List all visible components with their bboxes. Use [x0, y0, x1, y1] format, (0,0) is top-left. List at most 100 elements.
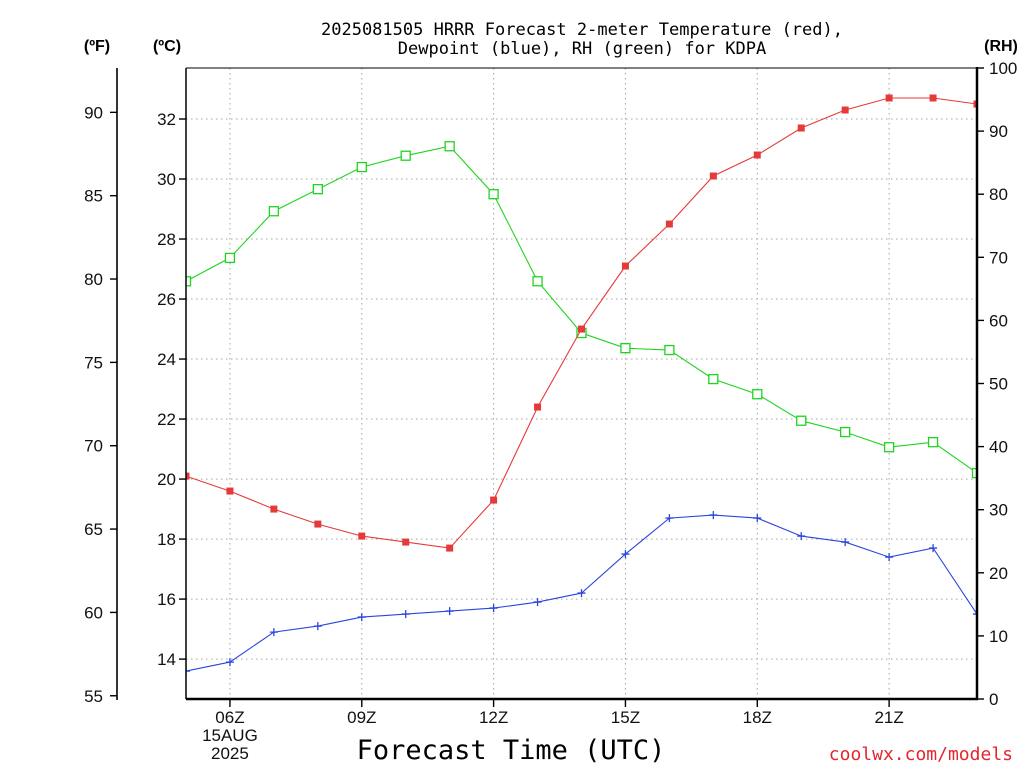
rh-point — [620, 343, 631, 354]
fahrenheit-axis-unit-label: (ºF) — [84, 38, 110, 55]
temperature-point — [270, 505, 278, 513]
dewpoint-point — [401, 610, 410, 619]
time-tick-label: 09Z — [347, 708, 376, 727]
rh-point — [224, 252, 236, 264]
temperature-point — [885, 94, 893, 102]
rh-tick-label: 50 — [989, 375, 1008, 394]
rh-point — [312, 184, 323, 195]
temperature-point — [534, 403, 542, 411]
temperature-point — [490, 496, 498, 504]
temperature-point — [358, 532, 366, 540]
rh-tick-label: 20 — [989, 564, 1008, 583]
celsius-tick-label: 14 — [157, 650, 176, 669]
chart-title-line-2: Dewpoint (blue), RH (green) for KDPA — [398, 39, 766, 59]
temperature-point — [314, 520, 322, 528]
rh-tick-label: 80 — [989, 185, 1008, 204]
dewpoint-point — [577, 589, 586, 598]
rh-point — [752, 389, 763, 400]
temperature-point — [973, 100, 977, 108]
rh-point — [840, 426, 851, 438]
time-tick-label: 06Z — [215, 708, 244, 727]
rh-tick-label: 30 — [989, 501, 1008, 520]
temperature-point — [709, 172, 717, 180]
celsius-tick-label: 30 — [157, 170, 176, 189]
temperature-point — [402, 538, 410, 546]
celsius-tick-label: 24 — [157, 350, 176, 369]
fahrenheit-tick-label: 70 — [84, 437, 103, 456]
rh-point — [488, 189, 499, 200]
rh-point — [186, 276, 192, 287]
fahrenheit-tick-label: 60 — [84, 603, 103, 622]
celsius-axis-unit-label: (ºC) — [153, 38, 181, 55]
rh-point — [883, 442, 895, 453]
axis-ticks: 55 60 65 70 75 80 85 90 14 16 18 20 22 24 26 28 30 32 0 10 2… — [84, 59, 1017, 763]
fahrenheit-tick-label: 65 — [84, 520, 103, 539]
rh-point — [268, 206, 280, 217]
dewpoint-point — [709, 511, 718, 520]
temperature-point — [621, 262, 629, 270]
credit-text: coolwx.com/models — [829, 744, 1013, 765]
celsius-tick-label: 16 — [157, 590, 176, 609]
dewpoint-point — [621, 550, 630, 559]
fahrenheit-tick-label: 90 — [84, 103, 103, 122]
time-tick-label: 15Z — [611, 708, 640, 727]
dewpoint-point — [665, 514, 674, 523]
dewpoint-point — [797, 532, 806, 541]
temperature-point — [665, 220, 673, 228]
rh-point — [664, 344, 675, 356]
celsius-tick-label: 26 — [157, 290, 176, 309]
rh-point — [971, 467, 977, 479]
dewpoint-point — [186, 667, 190, 676]
plot-frame — [116, 67, 979, 701]
time-tick-label: 18Z — [743, 708, 772, 727]
fahrenheit-tick-label: 80 — [84, 270, 103, 289]
rh-point — [796, 415, 807, 426]
dewpoint-point — [269, 628, 278, 637]
fahrenheit-tick-label: 55 — [84, 687, 103, 706]
rh-point — [927, 437, 939, 448]
dewpoint-point — [225, 658, 234, 667]
rh-tick-label: 40 — [989, 438, 1008, 457]
dewpoint-point — [885, 553, 894, 562]
rh-point — [532, 276, 543, 287]
dewpoint-point — [753, 514, 762, 523]
dewpoint-point — [313, 622, 322, 631]
dewpoint-point — [929, 544, 938, 553]
time-tick-label: 21Z — [874, 708, 903, 727]
temperature-point — [578, 325, 585, 333]
rh-tick-label: 0 — [989, 690, 998, 709]
celsius-tick-label: 32 — [157, 110, 176, 129]
dewpoint-point — [357, 613, 366, 622]
dewpoint-point — [841, 538, 850, 547]
data-series — [186, 94, 977, 676]
rh-point — [356, 161, 367, 173]
dewpoint-point — [489, 604, 498, 613]
temperature-point — [929, 94, 937, 102]
rh-axis-unit-label: (RH) — [984, 38, 1018, 55]
temperature-point — [797, 124, 805, 132]
chart-title-line-1: 2025081505 HRRR Forecast 2-meter Tempera… — [321, 20, 843, 40]
dewpoint-point — [973, 610, 977, 619]
grid — [186, 68, 977, 699]
temperature-point — [841, 106, 849, 114]
rh-tick-label: 100 — [989, 59, 1017, 78]
celsius-tick-label: 28 — [157, 230, 176, 249]
temperature-point — [186, 472, 190, 480]
celsius-tick-label: 22 — [157, 410, 176, 429]
rh-tick-label: 60 — [989, 311, 1008, 330]
time-tick-label: 12Z — [479, 708, 508, 727]
x-axis-title: Forecast Time (UTC) — [357, 735, 666, 766]
fahrenheit-tick-label: 75 — [84, 353, 103, 372]
rh-tick-label: 70 — [989, 248, 1008, 267]
rh-point — [444, 141, 455, 152]
temperature-point — [753, 151, 761, 159]
celsius-tick-label: 20 — [157, 470, 176, 489]
time-tick-date-label: 2025 — [211, 744, 249, 763]
rh-tick-label: 90 — [989, 122, 1008, 141]
rh-tick-label: 10 — [989, 627, 1008, 646]
rh-point — [400, 150, 411, 161]
rh-point — [708, 373, 719, 385]
